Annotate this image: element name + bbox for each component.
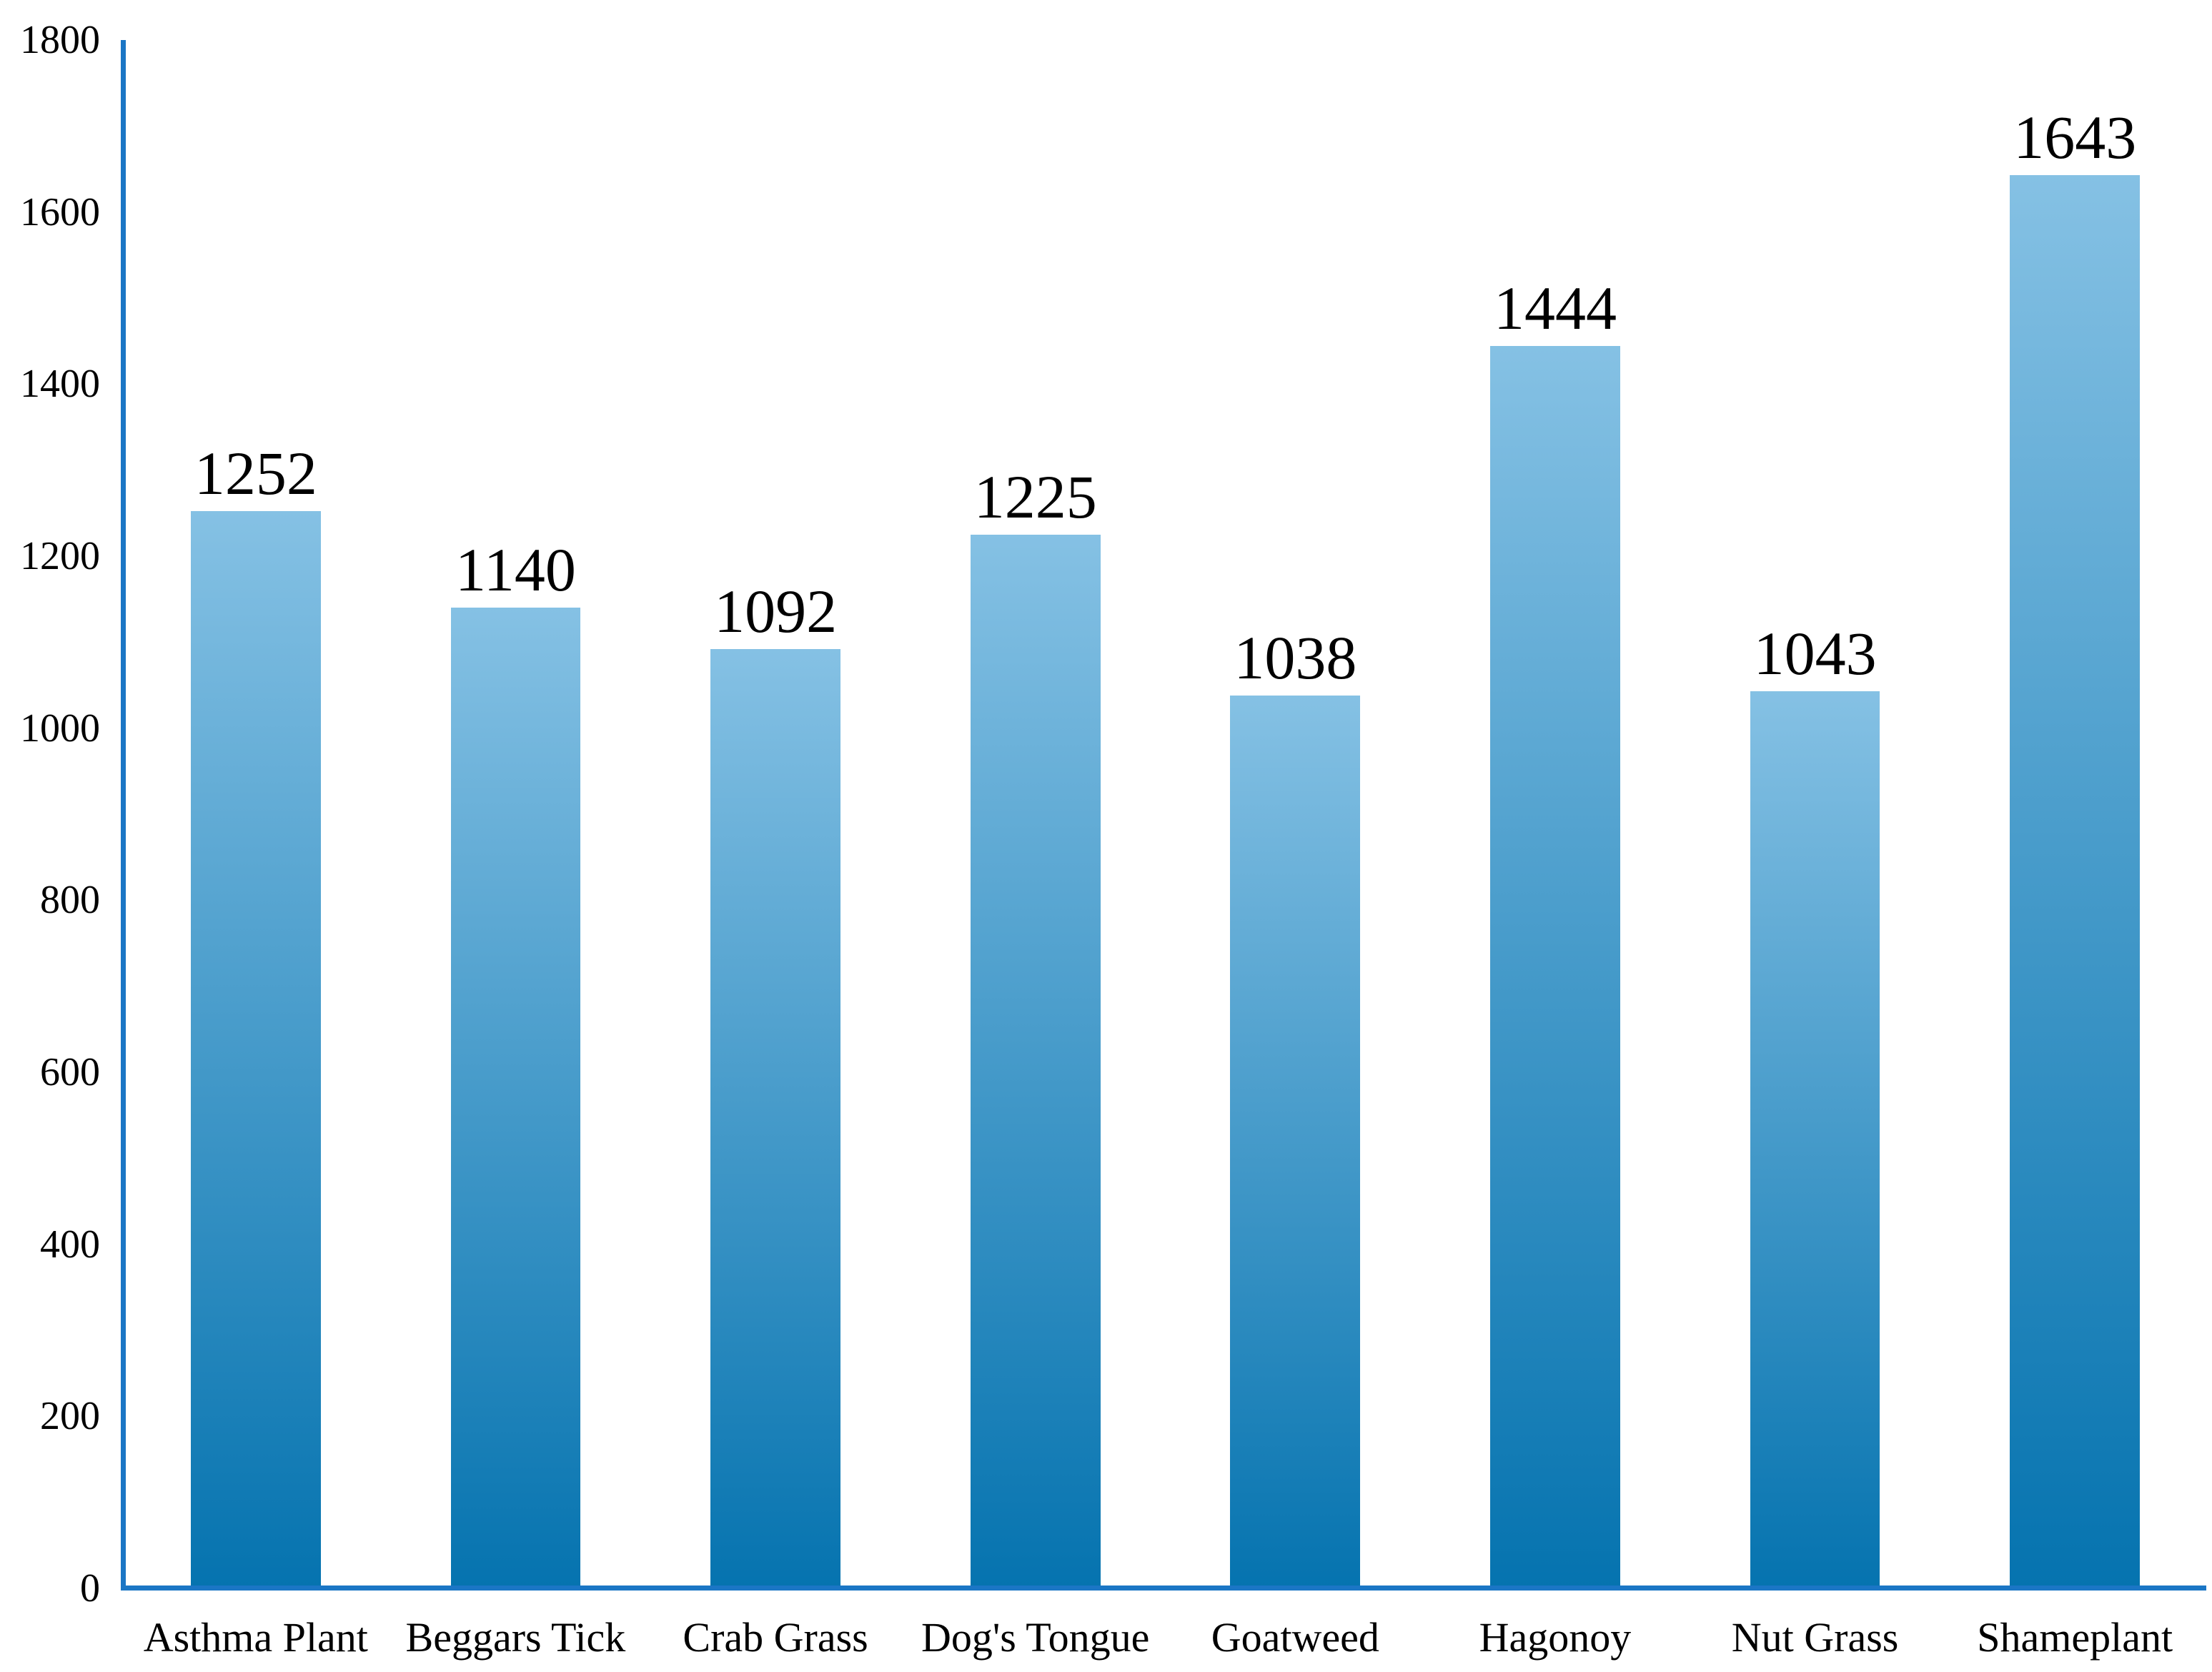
bar-slot-beggars-tick: 1140 (386, 40, 646, 1588)
y-tick-label: 200 (40, 1394, 100, 1439)
bar (2010, 174, 2141, 1588)
bar-value-label: 1092 (714, 576, 838, 645)
y-tick-label: 1200 (20, 534, 100, 578)
x-category-label: Dog's Tongue (921, 1614, 1150, 1661)
bar-slot-goatweed: 1038 (1166, 40, 1426, 1588)
bar-value-label: 1043 (1753, 618, 1877, 688)
x-category-label: Asthma Plant (143, 1614, 368, 1661)
bar-slot-hagonoy: 1444 (1425, 40, 1685, 1588)
x-axis: Asthma Plant Beggars Tick Crab Grass Dog's … (126, 1614, 2205, 1662)
x-category-label: Goatweed (1211, 1614, 1379, 1661)
bar-slot-nut-grass: 1043 (1685, 40, 1945, 1588)
y-tick-label: 1000 (20, 706, 100, 751)
bar (450, 608, 581, 1588)
y-tick-label: 400 (40, 1222, 100, 1267)
bar-value-label: 1225 (973, 462, 1097, 531)
bar (190, 511, 321, 1588)
y-axis-line (121, 40, 126, 1588)
x-category-label: Shameplant (1977, 1614, 2173, 1661)
bar (710, 648, 840, 1588)
bar-value-label: 1444 (1493, 274, 1617, 343)
bar-slot-shameplant: 1643 (1945, 40, 2205, 1588)
bar-slot-asthma-plant: 1252 (126, 40, 386, 1588)
y-tick-label: 1600 (20, 189, 100, 234)
bar (970, 534, 1101, 1588)
bar-slot-crab-grass: 1092 (645, 40, 906, 1588)
plot-area: 1252 1140 1092 1225 1038 1444 1043 1643 (126, 40, 2205, 1588)
y-tick-label: 1800 (20, 18, 100, 62)
bar (1750, 691, 1880, 1588)
y-axis: 0 200 400 600 800 1000 1200 1400 1600 1800 (0, 20, 100, 1608)
bar-value-label: 1038 (1234, 623, 1357, 692)
x-category-label: Beggars Tick (405, 1614, 626, 1661)
bar (1230, 695, 1361, 1588)
x-category-label: Crab Grass (683, 1614, 868, 1661)
x-category-label: Nut Grass (1731, 1614, 1899, 1661)
x-category-label: Hagonoy (1479, 1614, 1632, 1661)
bar-value-label: 1140 (455, 535, 576, 604)
bar-value-label: 1643 (2013, 102, 2137, 172)
y-tick-label: 0 (80, 1566, 100, 1611)
y-tick-label: 600 (40, 1050, 100, 1094)
bar-slot-dog-s-tongue: 1225 (906, 40, 1166, 1588)
bar (1490, 346, 1620, 1588)
y-tick-label: 1400 (20, 362, 100, 407)
bar-value-label: 1252 (194, 439, 317, 508)
x-axis-line (121, 1586, 2206, 1591)
y-tick-label: 800 (40, 878, 100, 923)
